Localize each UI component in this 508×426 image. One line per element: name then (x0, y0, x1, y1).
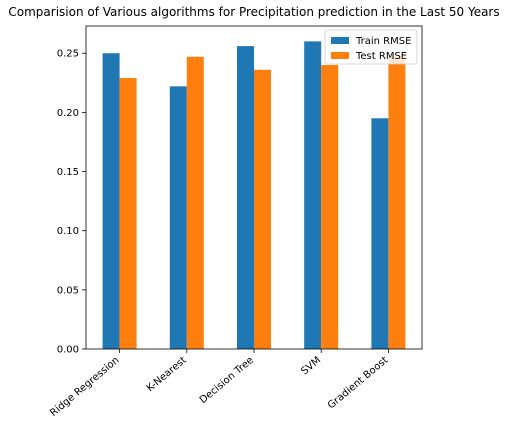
bar-train-2 (237, 46, 254, 349)
chart-title: Comparision of Various algorithms for Pr… (8, 5, 499, 19)
legend: Train RMSE Test RMSE (324, 29, 418, 65)
y-tick-label-4: 0.20 (57, 108, 79, 119)
x-tick-label-3: SVM (299, 355, 323, 377)
x-tick-label-4: Gradient Boost (326, 355, 391, 412)
legend-swatch-0 (331, 37, 349, 44)
bar-test-4 (388, 56, 406, 350)
y-tick-label-2: 0.10 (57, 226, 79, 237)
legend-label-1: Test RMSE (355, 51, 407, 62)
y-tick-label-1: 0.05 (57, 285, 79, 296)
bar-test-1 (186, 56, 204, 350)
bar-test-2 (254, 69, 271, 350)
bar-test-3 (321, 65, 339, 350)
y-tick-label-0: 0.00 (57, 345, 79, 356)
bar-train-0 (102, 53, 120, 349)
bar-train-4 (371, 118, 389, 350)
y-tick-label-5: 0.25 (57, 49, 79, 60)
legend-swatch-1 (331, 52, 349, 59)
bar-train-1 (169, 86, 187, 349)
bar-train-3 (304, 41, 322, 349)
x-tick-label-1: K-Nearest (145, 355, 189, 394)
x-tick-label-2: Decision Tree (198, 355, 256, 406)
legend-label-0: Train RMSE (355, 36, 411, 47)
bar-test-0 (119, 78, 137, 350)
x-tick-label-0: Ridge Regression (48, 355, 121, 419)
bars-layer (102, 41, 406, 350)
y-tick-label-3: 0.15 (57, 167, 79, 178)
